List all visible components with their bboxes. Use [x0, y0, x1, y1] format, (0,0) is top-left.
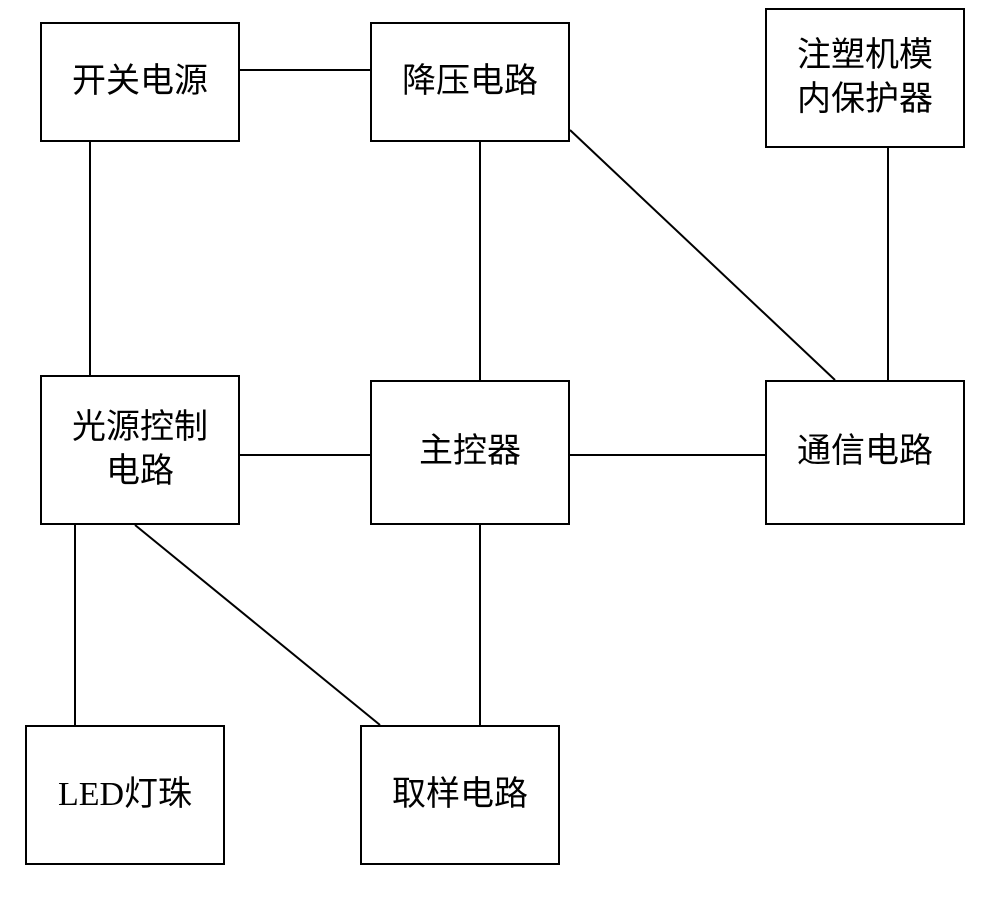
- edge-buck-comm: [570, 130, 835, 380]
- node-label: 通信电路: [797, 430, 933, 474]
- node-led: LED灯珠: [25, 725, 225, 865]
- node-label: 主控器: [419, 430, 521, 474]
- node-label: 光源控制 电路: [72, 406, 208, 494]
- node-protector: 注塑机模 内保护器: [765, 8, 965, 148]
- node-label: 注塑机模 内保护器: [797, 34, 933, 122]
- node-sample: 取样电路: [360, 725, 560, 865]
- node-label: 开关电源: [72, 60, 208, 104]
- node-label: 降压电路: [402, 60, 538, 104]
- node-master: 主控器: [370, 380, 570, 525]
- node-label: 取样电路: [392, 773, 528, 817]
- node-lightctl: 光源控制 电路: [40, 375, 240, 525]
- node-power: 开关电源: [40, 22, 240, 142]
- edge-lightctl-sample: [135, 525, 380, 725]
- node-label: LED灯珠: [58, 773, 192, 817]
- node-comm: 通信电路: [765, 380, 965, 525]
- node-buck: 降压电路: [370, 22, 570, 142]
